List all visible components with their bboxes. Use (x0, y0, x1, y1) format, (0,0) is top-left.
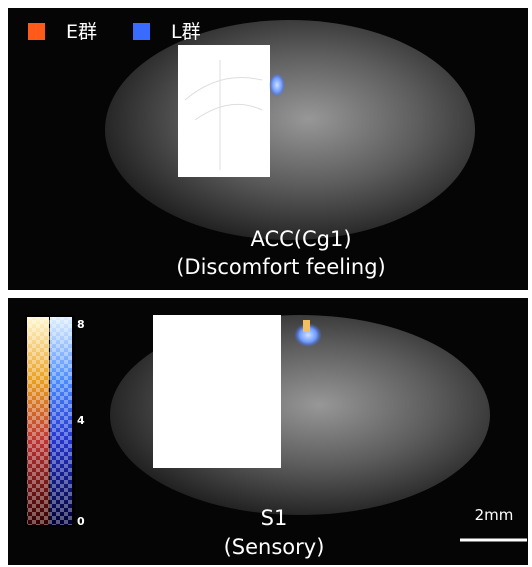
colorbar-tick: 4 (77, 414, 85, 427)
legend-swatch (133, 23, 150, 40)
panel-label: ACC(Cg1) (250, 227, 351, 251)
legend-label: L群 (171, 21, 201, 43)
colorbar-check (27, 317, 72, 525)
atlas-overlay (178, 45, 270, 177)
brain-scan (105, 20, 475, 240)
scale-label: 2mm (475, 506, 514, 524)
activation (269, 73, 285, 97)
figure: E群 L群 ACC(Cg1) (Discomfort feeling) 8 4 … (0, 0, 532, 567)
legend-label: E群 (66, 21, 97, 43)
panel-sublabel: (Sensory) (224, 535, 325, 559)
colorbar-tick: 8 (77, 318, 85, 331)
activation (303, 320, 310, 332)
colorbar-tick: 0 (77, 515, 85, 528)
atlas-overlay (153, 315, 281, 468)
panel-sublabel: (Discomfort feeling) (176, 255, 386, 279)
legend-swatch (28, 23, 45, 40)
panel-label: S1 (261, 506, 288, 530)
